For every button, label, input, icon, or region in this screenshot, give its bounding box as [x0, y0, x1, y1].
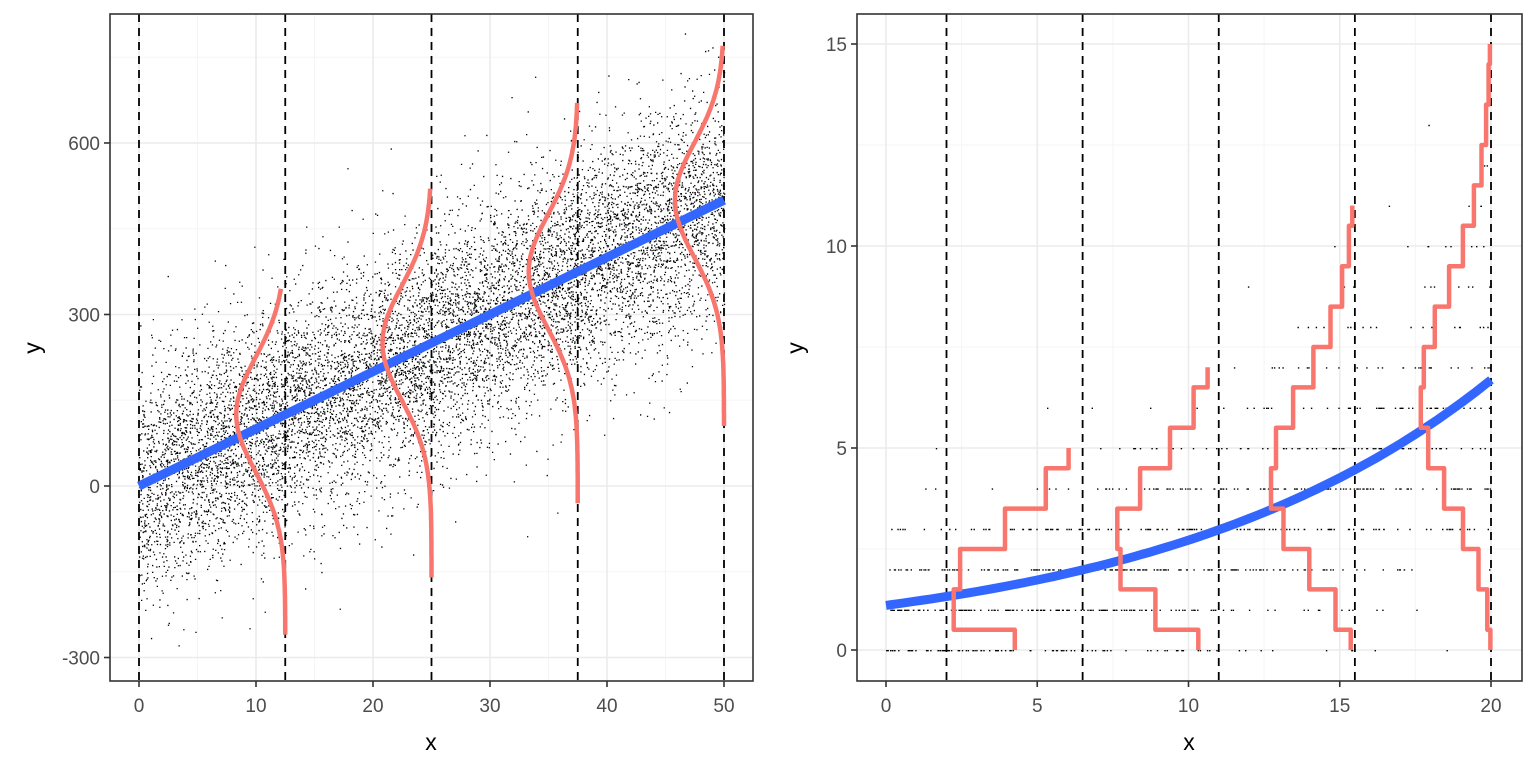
- y-tick-label: 600: [68, 134, 100, 155]
- y-tick-label: 0: [89, 477, 100, 498]
- y-tick-label: 15: [826, 35, 847, 56]
- x-tick-label: 0: [881, 696, 892, 717]
- right-pmf-step-curves: [951, 44, 1493, 650]
- x-tick-label: 10: [245, 696, 266, 717]
- x-tick-label: 50: [713, 696, 734, 717]
- left-x-axis-title: x: [425, 729, 437, 755]
- pmf-step-curve: [951, 448, 1071, 650]
- y-tick-label: 5: [836, 439, 847, 460]
- right-x-axis-title: x: [1183, 729, 1195, 755]
- left-panel: 0 10 20 30 40 50 -300 0 300 600 x y: [19, 13, 754, 755]
- density-curve: [233, 288, 288, 635]
- y-tick-label: 10: [826, 237, 847, 258]
- left-density-curves: [233, 45, 727, 635]
- left-y-axis-title: y: [19, 342, 45, 354]
- density-curve: [672, 45, 727, 426]
- pmf-step-curve: [1115, 367, 1210, 650]
- right-y-axis-title: y: [782, 342, 808, 354]
- fit-curve: [885, 376, 1494, 610]
- x-tick-label: 40: [596, 696, 617, 717]
- y-tick-label: 300: [68, 305, 100, 326]
- right-axis-ticks: 0 5 10 15 20 0 5 10 15: [826, 35, 1502, 717]
- x-tick-label: 20: [1480, 696, 1501, 717]
- left-fit-line: [137, 196, 726, 491]
- y-tick-label: -300: [62, 649, 100, 670]
- x-tick-label: 10: [1178, 696, 1199, 717]
- y-tick-label: 0: [836, 641, 847, 662]
- pmf-step-curve: [1418, 44, 1493, 650]
- pmf-step-curve: [1268, 205, 1355, 650]
- right-fit-curve: [885, 376, 1494, 610]
- fit-line: [137, 196, 726, 491]
- left-axis-ticks: 0 10 20 30 40 50 -300 0 300 600: [62, 134, 735, 717]
- density-curve: [380, 188, 434, 578]
- x-tick-label: 5: [1032, 696, 1043, 717]
- x-tick-label: 30: [479, 696, 500, 717]
- right-panel-border: [856, 13, 1523, 682]
- x-tick-label: 15: [1329, 696, 1350, 717]
- left-panel-border: [109, 13, 754, 682]
- density-curve: [526, 102, 580, 504]
- x-tick-label: 20: [362, 696, 383, 717]
- x-tick-label: 0: [134, 696, 145, 717]
- right-panel: 0 5 10 15 20 0 5 10 15 x y: [782, 13, 1523, 755]
